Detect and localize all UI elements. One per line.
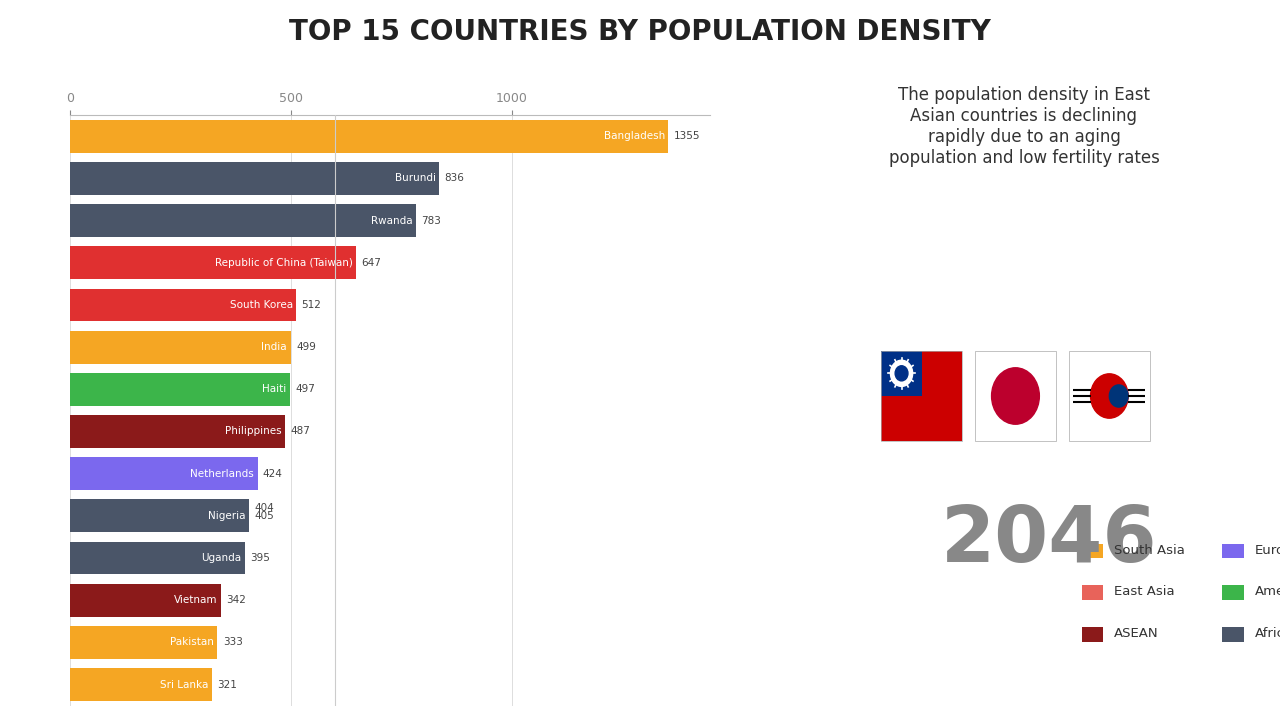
Bar xyxy=(70,415,285,448)
Text: Uganda: Uganda xyxy=(201,553,241,563)
Text: 424: 424 xyxy=(262,469,283,479)
Text: 647: 647 xyxy=(361,258,381,268)
Text: 333: 333 xyxy=(223,637,242,647)
Text: 1355: 1355 xyxy=(673,131,700,141)
Text: 497: 497 xyxy=(296,384,315,395)
Text: TOP 15 COUNTRIES BY POPULATION DENSITY: TOP 15 COUNTRIES BY POPULATION DENSITY xyxy=(289,18,991,46)
Text: Europe: Europe xyxy=(1254,544,1280,557)
Text: 395: 395 xyxy=(250,553,270,563)
Text: 2046: 2046 xyxy=(941,502,1157,578)
Text: South Asia: South Asia xyxy=(1114,544,1184,557)
Text: Pakistan: Pakistan xyxy=(170,637,214,647)
Text: Sri Lanka: Sri Lanka xyxy=(160,680,209,690)
Bar xyxy=(70,541,244,575)
Text: Africa: Africa xyxy=(1254,627,1280,640)
Text: India: India xyxy=(261,342,287,352)
Text: 342: 342 xyxy=(227,595,247,606)
Text: Americas: Americas xyxy=(1254,585,1280,598)
Text: Bangladesh: Bangladesh xyxy=(604,131,664,141)
FancyBboxPatch shape xyxy=(975,351,1056,441)
FancyBboxPatch shape xyxy=(1069,351,1149,441)
Bar xyxy=(70,289,297,321)
Circle shape xyxy=(1091,374,1128,418)
Text: Rwanda: Rwanda xyxy=(371,215,412,225)
Text: 499: 499 xyxy=(296,342,316,352)
Text: 405: 405 xyxy=(255,510,274,521)
Text: Haiti: Haiti xyxy=(262,384,287,395)
Bar xyxy=(70,500,250,532)
Bar xyxy=(70,457,257,490)
Text: Burundi: Burundi xyxy=(394,174,436,184)
Text: The population density in East
Asian countries is declining
rapidly due to an ag: The population density in East Asian cou… xyxy=(888,86,1160,167)
Text: South Korea: South Korea xyxy=(229,300,293,310)
FancyBboxPatch shape xyxy=(881,351,922,396)
Text: ASEAN: ASEAN xyxy=(1114,627,1158,640)
Bar xyxy=(70,246,356,279)
Bar xyxy=(70,120,668,153)
Text: Vietnam: Vietnam xyxy=(174,595,218,606)
Text: Netherlands: Netherlands xyxy=(191,469,253,479)
Circle shape xyxy=(1110,385,1128,407)
Text: Republic of China (Taiwan): Republic of China (Taiwan) xyxy=(215,258,352,268)
Text: 836: 836 xyxy=(444,174,465,184)
Circle shape xyxy=(992,368,1039,424)
Bar xyxy=(70,373,289,406)
Bar xyxy=(70,204,416,237)
Bar xyxy=(70,162,439,195)
Text: 783: 783 xyxy=(421,215,442,225)
Text: 512: 512 xyxy=(302,300,321,310)
Text: Philippines: Philippines xyxy=(225,426,282,436)
Text: 404: 404 xyxy=(255,503,274,513)
FancyBboxPatch shape xyxy=(881,351,963,441)
Bar xyxy=(70,330,291,364)
Text: 487: 487 xyxy=(291,426,311,436)
Circle shape xyxy=(895,366,908,381)
Text: 321: 321 xyxy=(218,680,237,690)
Bar xyxy=(70,584,221,616)
Bar xyxy=(70,668,212,701)
Bar xyxy=(70,626,218,659)
Text: East Asia: East Asia xyxy=(1114,585,1174,598)
Circle shape xyxy=(891,360,913,387)
Text: Nigeria: Nigeria xyxy=(209,510,246,521)
